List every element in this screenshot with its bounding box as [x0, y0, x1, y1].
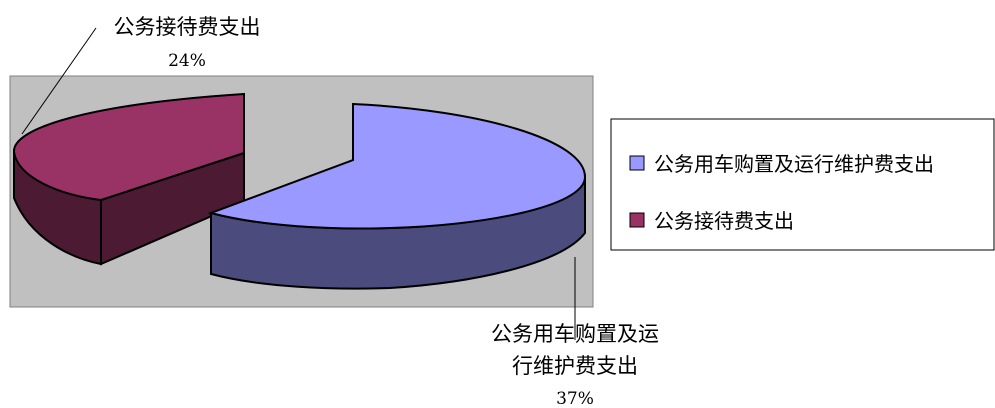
data-label-vehicle-percent: 37% [556, 389, 594, 408]
slice-top-vehicle [207, 102, 587, 230]
data-label-hospitality: 公务接待费支出 [114, 15, 261, 39]
data-label-vehicle-line1: 公务用车购置及运 [491, 322, 659, 346]
data-label-vehicle-line2: 行维护费支出 [512, 354, 638, 378]
legend-entry-vehicle: 公务用车购置及运行维护费支出 [654, 152, 934, 176]
data-label-hospitality-percent: 24% [168, 51, 206, 71]
slice-top-hospitality [12, 92, 245, 202]
leader-line-hospitality [21, 27, 97, 135]
legend-entry-hospitality: 公务接待费支出 [654, 209, 794, 233]
legend-swatch-vehicle [629, 155, 645, 171]
legend-swatch-hospitality [629, 212, 645, 228]
legend-box [610, 118, 995, 251]
